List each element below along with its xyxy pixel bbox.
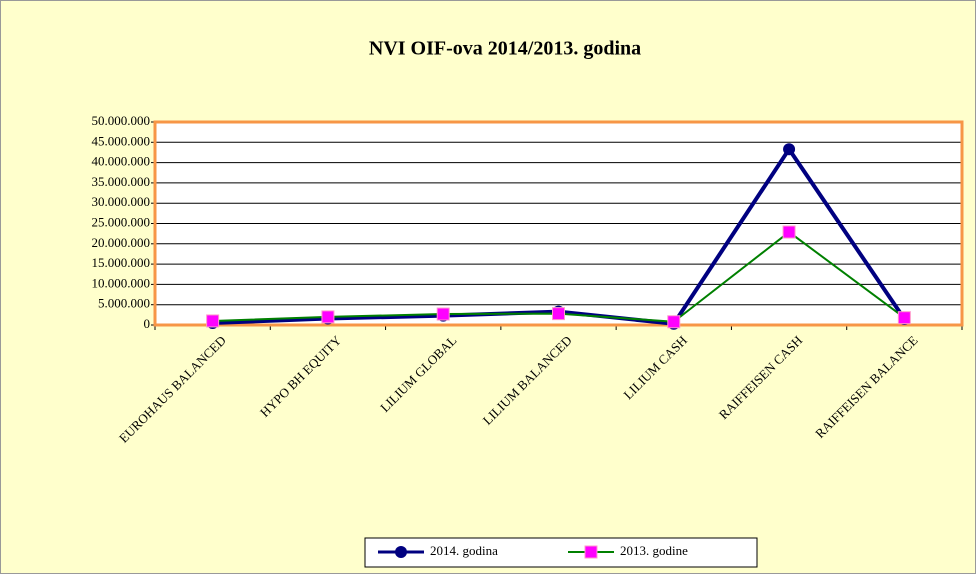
legend-marker <box>584 545 598 559</box>
marker <box>782 225 796 239</box>
y-tick-label: 10.000.000 <box>92 275 151 290</box>
chart-title: NVI OIF-ova 2014/2013. godina <box>369 38 641 60</box>
plot-border <box>153 120 964 327</box>
legend-label: 2014. godina <box>430 543 498 558</box>
marker <box>436 307 450 321</box>
legend-label: 2013. godine <box>620 543 688 558</box>
y-tick-label: 45.000.000 <box>92 133 151 148</box>
marker <box>321 310 335 324</box>
marker <box>897 311 911 325</box>
y-tick-label: 20.000.000 <box>92 235 151 250</box>
marker <box>552 307 565 321</box>
y-tick-label: 50.000.000 <box>92 113 151 128</box>
y-tick-label: 5.000.000 <box>98 296 150 311</box>
marker <box>206 314 220 328</box>
marker <box>667 315 681 329</box>
y-tick-label: 30.000.000 <box>92 194 151 209</box>
y-tick-label: 35.000.000 <box>92 174 151 189</box>
y-tick-label: 40.000.000 <box>92 154 151 169</box>
legend-box <box>364 537 758 568</box>
legend-marker <box>395 546 407 558</box>
y-tick-label: 25.000.000 <box>92 214 151 229</box>
y-tick-label: 0 <box>144 316 151 331</box>
y-tick-label: 15.000.000 <box>92 255 151 270</box>
marker <box>783 143 796 156</box>
